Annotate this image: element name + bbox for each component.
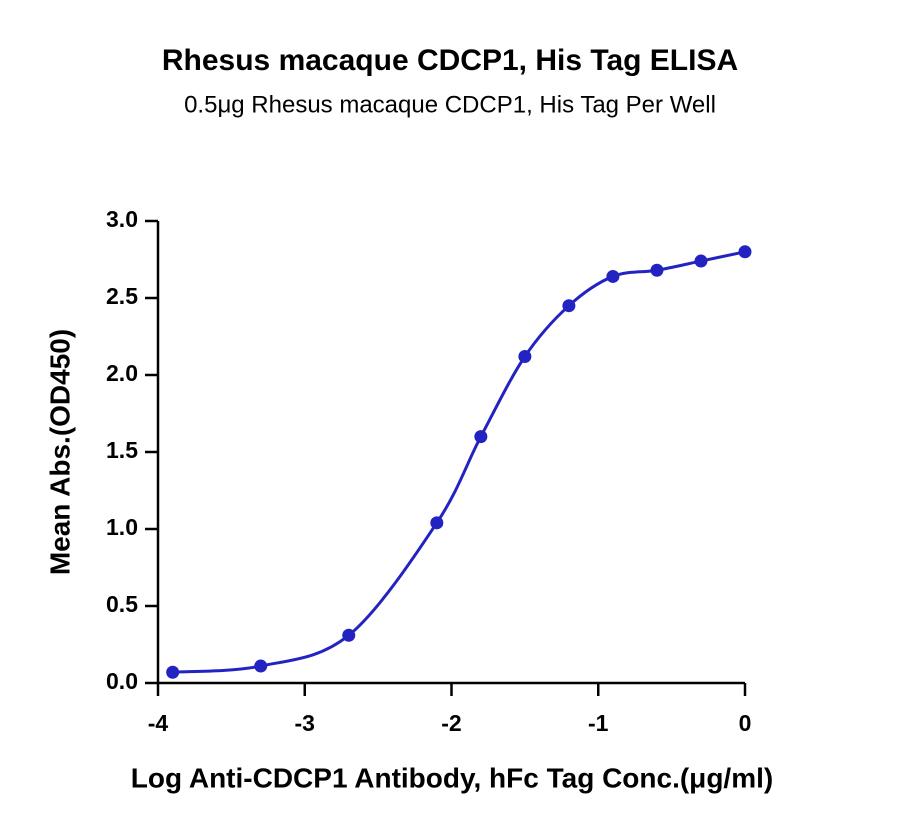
data-point — [474, 430, 488, 444]
data-point — [166, 665, 180, 679]
x-tick-label: -1 — [588, 710, 609, 736]
y-tick-label: 2.5 — [106, 283, 138, 309]
data-point — [518, 350, 532, 364]
fit-curve — [172, 250, 746, 674]
data-point — [430, 516, 444, 530]
y-tick-label: 1.5 — [106, 437, 138, 463]
x-tick-label: -3 — [295, 710, 315, 736]
y-axis-label: Mean Abs.(OD450) — [44, 329, 75, 575]
y-tick-label: 2.0 — [106, 360, 138, 386]
y-tick-label: 0.5 — [106, 591, 138, 617]
x-tick-label: -2 — [441, 710, 461, 736]
y-tick-label: 3.0 — [106, 206, 138, 232]
data-point — [606, 269, 620, 283]
chart-subtitle: 0.5μg Rhesus macaque CDCP1, His Tag Per … — [184, 91, 716, 118]
data-point — [694, 254, 708, 268]
x-axis-label: Log Anti-CDCP1 Antibody, hFc Tag Conc.(μ… — [131, 762, 773, 793]
data-point — [562, 299, 576, 313]
data-point — [254, 659, 268, 673]
x-tick-label: -4 — [148, 710, 169, 736]
y-tick-label: 1.0 — [106, 514, 138, 540]
data-point — [342, 628, 356, 642]
x-tick-label: 0 — [739, 710, 752, 736]
data-point — [738, 245, 752, 259]
y-tick-label: 0.0 — [106, 668, 138, 694]
data-point — [650, 263, 664, 277]
chart-title: Rhesus macaque CDCP1, His Tag ELISA — [162, 44, 738, 77]
